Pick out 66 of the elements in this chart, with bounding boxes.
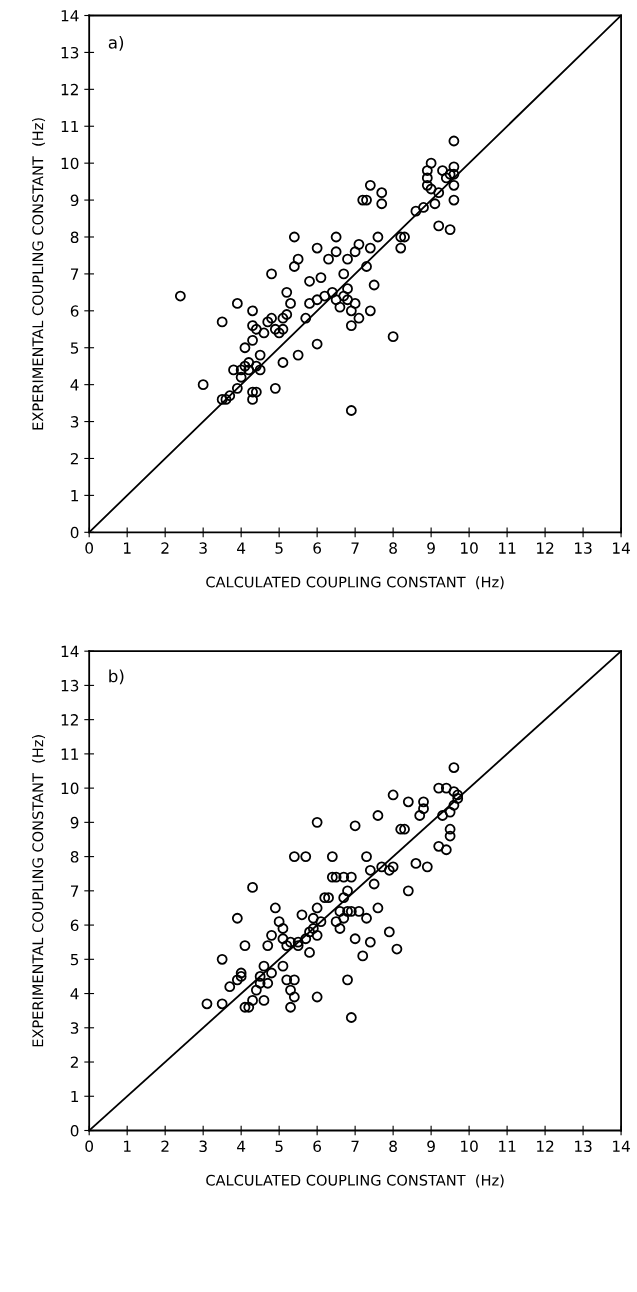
x-tick-label: 8 (389, 1140, 397, 1153)
x-tick-label: 3 (199, 542, 207, 554)
y-axis-title: EXPERIMENTAL COUPLING CONSTANT (Hz) (32, 735, 46, 1047)
x-axis-title: CALCULATED COUPLING CONSTANT (Hz) (206, 1174, 504, 1188)
x-tick-label: 7 (351, 1140, 359, 1152)
y-tick-label: 6 (70, 919, 79, 932)
y-tick-label: 2 (70, 452, 78, 465)
y-tick-label: 6 (70, 305, 79, 317)
x-tick-label: 12 (537, 542, 554, 554)
x-tick-label: 1 (123, 542, 131, 554)
x-tick-label: 11 (499, 1140, 516, 1152)
y-tick-label: 5 (70, 342, 79, 354)
x-tick-label: 0 (85, 542, 94, 554)
x-tick-label: 7 (351, 542, 359, 554)
y-tick-label: 9 (70, 816, 79, 829)
x-axis-title: CALCULATED COUPLING CONSTANT (Hz) (206, 576, 504, 590)
x-tick-label: 4 (237, 1140, 246, 1152)
y-tick-label: 8 (70, 231, 79, 244)
y-tick-label: 11 (61, 748, 79, 760)
y-tick-label: 13 (61, 46, 79, 59)
y-tick-label: 10 (61, 782, 79, 795)
x-tick-label: 6 (313, 542, 322, 554)
y-tick-label: 3 (70, 416, 79, 428)
y-tick-label: 10 (61, 157, 79, 170)
y-tick-label: 0 (70, 526, 79, 539)
x-tick-label: 4 (237, 542, 246, 554)
y-tick-label: 5 (70, 953, 79, 966)
x-tick-label: 14 (613, 542, 630, 554)
y-tick-label: 9 (70, 194, 79, 207)
y-tick-label: 14 (61, 10, 79, 22)
y-tick-label: 7 (70, 268, 79, 280)
y-tick-label: 7 (70, 885, 79, 897)
x-tick-label: 9 (427, 1140, 435, 1153)
x-tick-label: 9 (427, 542, 435, 554)
x-tick-label: 5 (275, 542, 283, 554)
y-tick-label: 12 (61, 714, 78, 726)
y-tick-label: 4 (70, 379, 79, 391)
x-tick-label: 1 (123, 1140, 131, 1152)
y-tick-label: 1 (71, 1090, 79, 1103)
x-tick-label: 0 (85, 1140, 94, 1153)
x-tick-label: 10 (461, 542, 478, 554)
x-tick-label: 10 (461, 1140, 478, 1153)
x-tick-label: 14 (613, 1140, 630, 1152)
x-tick-label: 2 (161, 1140, 169, 1152)
annotation: b) (109, 669, 124, 685)
y-tick-label: 11 (61, 120, 79, 133)
x-tick-label: 12 (537, 1140, 554, 1152)
y-tick-label: 0 (70, 1124, 79, 1137)
x-tick-label: 13 (575, 1140, 592, 1153)
y-tick-label: 4 (70, 988, 79, 1000)
x-tick-label: 13 (575, 542, 592, 554)
x-tick-label: 2 (161, 542, 169, 554)
x-tick-label: 8 (389, 542, 397, 554)
y-axis-title: EXPERIMENTAL COUPLING CONSTANT (Hz) (32, 118, 46, 430)
y-tick-label: 3 (70, 1022, 79, 1034)
y-tick-label: 14 (61, 645, 79, 657)
y-tick-label: 2 (70, 1056, 78, 1068)
y-tick-label: 13 (61, 679, 79, 692)
x-tick-label: 3 (199, 1140, 207, 1153)
y-tick-label: 12 (61, 83, 78, 96)
x-tick-label: 5 (275, 1140, 283, 1153)
x-tick-label: 11 (499, 542, 516, 554)
x-tick-label: 6 (313, 1140, 322, 1153)
y-tick-label: 8 (70, 851, 79, 863)
annotation: a) (108, 35, 124, 51)
y-tick-label: 1 (71, 490, 79, 502)
